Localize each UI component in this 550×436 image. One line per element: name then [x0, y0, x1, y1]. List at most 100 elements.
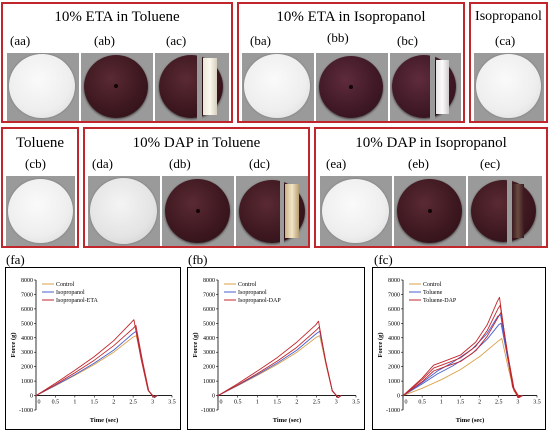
panel-title: 10% DAP in Isopropanol: [355, 135, 507, 151]
x-tick-label: 0.5: [234, 400, 242, 406]
sample-label: (ec): [480, 156, 501, 171]
cut-gap: [197, 53, 202, 121]
y-tick-label: 0: [30, 394, 33, 400]
sample-photo: [7, 53, 79, 121]
chart-fb: -1000 0 1000 2000 3000 4000 5000 6000 7000 8000 0 0…: [187, 267, 365, 430]
x-axis-label: Time (sec): [90, 417, 119, 424]
x-tick-label: 2: [112, 400, 115, 406]
chart-label-fa: (fa): [6, 252, 25, 267]
x-tick-label: 2.5: [313, 400, 321, 406]
panel-title: 10% ETA in Isopropanol: [276, 9, 426, 25]
series-line: [217, 326, 342, 398]
panel-title: 10% ETA in Toluene: [54, 9, 180, 25]
y-tick-label: 7000: [388, 292, 400, 298]
sample-label: (db): [169, 156, 191, 171]
legend-entry: Isopropanol: [238, 290, 267, 296]
sample-photo: [468, 176, 542, 246]
x-tick-label: 3.5: [352, 400, 360, 406]
y-tick-label: 0: [212, 394, 215, 400]
sample-label: (ba): [250, 33, 271, 48]
y-tick-label: -1000: [19, 408, 33, 414]
x-tick-label: 3: [516, 400, 519, 406]
sample-label: (ea): [326, 156, 347, 171]
x-tick-label: 1.5: [273, 400, 281, 406]
x-axis-label: Time (sec): [273, 417, 302, 424]
y-tick-label: 6000: [203, 307, 215, 313]
cut-gap: [280, 176, 284, 246]
panel-eta-toluene: 10% ETA in Toluene (aa) (ab) (ac): [1, 2, 233, 123]
disc-hole: [428, 209, 432, 213]
series-line: [402, 312, 523, 398]
y-axis-label: Force (g): [377, 333, 384, 358]
chart-fa-svg: -1000 0 1000 2000 3000 4000 5000 6000 7000 8000 0 0…: [10, 278, 176, 424]
chart-fc: -1000 0 1000 2000 3000 4000 5000 6000 7000 8000 0 0…: [372, 267, 546, 430]
legend-entry: Control: [56, 282, 75, 288]
sample-label: (ab): [94, 33, 115, 48]
y-axis-label: Force (g): [10, 333, 17, 358]
sample-photo: [162, 176, 234, 246]
y-tick-label: 1000: [203, 379, 215, 385]
panel-title: 10% DAP in Toluene: [132, 135, 261, 151]
dark-disc: [471, 180, 536, 242]
x-tick-label: 0.5: [418, 400, 426, 406]
legend-entry: Toluene-DAP: [423, 298, 457, 304]
chart-label-fb: (fb): [188, 252, 208, 267]
y-tick-label: 4000: [388, 336, 400, 342]
panel-isopropanol: Isopropanol (ca): [469, 2, 548, 123]
sample-label: (eb): [408, 156, 429, 171]
series-line: [402, 304, 522, 399]
panel-dap-isopropanol: 10% DAP in Isopropanol (ea) (eb) (ec): [314, 127, 548, 248]
x-tick-label: 1: [73, 400, 76, 406]
chart-fa: -1000 0 1000 2000 3000 4000 5000 6000 7000 8000 0 0…: [5, 267, 181, 430]
x-tick-label: 2: [295, 400, 298, 406]
x-tick-label: 1: [256, 400, 259, 406]
y-tick-label: 4000: [203, 336, 215, 342]
sample-photo: [6, 176, 75, 246]
y-axis-label: Force (g): [192, 333, 199, 358]
x-tick-label: 3: [151, 400, 154, 406]
x-tick-label: 1.5: [457, 400, 465, 406]
sample-label: (dc): [249, 156, 270, 171]
clear-disc: [476, 54, 541, 118]
sample-label: (da): [92, 156, 113, 171]
sample-label: (bb): [327, 30, 349, 45]
legend-entry: Control: [423, 282, 442, 288]
y-tick-label: -1000: [201, 408, 215, 414]
y-tick-label: 8000: [203, 278, 215, 284]
series-line: [217, 330, 342, 399]
sample-photo: [81, 53, 153, 121]
clear-disc: [9, 54, 75, 118]
y-tick-label: 2000: [203, 365, 215, 371]
chart-fb-svg: -1000 0 1000 2000 3000 4000 5000 6000 7000 8000 0 0…: [192, 278, 360, 424]
x-tick-label: 2.5: [495, 400, 503, 406]
panel-toluene: Toluene (cb): [1, 127, 79, 248]
y-tick-label: 5000: [388, 321, 400, 327]
legend-entry: Isopropanol-DAP: [238, 298, 281, 304]
series-line: [402, 338, 523, 398]
chart-fc-svg: -1000 0 1000 2000 3000 4000 5000 6000 7000 8000 0 0…: [377, 278, 541, 424]
disc-hole: [349, 85, 353, 89]
y-tick-label: 4000: [21, 336, 33, 342]
sample-label: (ac): [166, 33, 187, 48]
y-tick-label: 2000: [21, 365, 33, 371]
sample-photo: [320, 176, 392, 246]
series-line: [402, 296, 522, 399]
cut-face: [284, 184, 299, 238]
x-tick-label: 3.5: [168, 400, 176, 406]
y-tick-label: 7000: [21, 292, 33, 298]
y-tick-label: 8000: [388, 278, 400, 284]
x-tick-label: 0.5: [52, 400, 60, 406]
x-tick-label: 0: [220, 400, 223, 406]
x-tick-label: 0: [38, 400, 41, 406]
panel-title: Isopropanol: [475, 9, 542, 24]
clear-disc: [322, 179, 389, 243]
sample-label: (ca): [495, 33, 516, 48]
disc-hole: [196, 209, 200, 213]
clear-disc: [244, 54, 310, 118]
sample-photo: [236, 176, 308, 246]
y-tick-label: 3000: [21, 350, 33, 356]
chart-label-fc: (fc): [374, 252, 393, 267]
y-tick-label: 1000: [388, 379, 400, 385]
sample-label: (aa): [10, 33, 31, 48]
legend-entry: Control: [238, 282, 257, 288]
